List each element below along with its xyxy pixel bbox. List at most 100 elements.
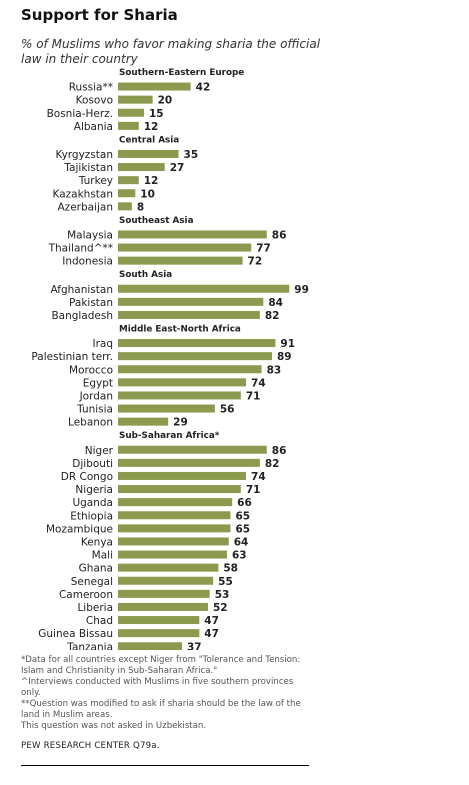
country-label: Kazakhstan <box>53 188 114 200</box>
bar <box>118 616 200 625</box>
country-label: Pakistan <box>69 297 113 309</box>
country-label: Ghana <box>79 563 113 575</box>
country-label: Bosnia-Herz. <box>47 108 113 120</box>
value-label: 12 <box>144 175 159 187</box>
country-label: Kenya <box>81 536 113 548</box>
country-label: Morocco <box>69 364 113 376</box>
bar <box>118 404 215 413</box>
bar <box>118 310 260 319</box>
country-label: Afghanistan <box>50 284 113 296</box>
value-label: 64 <box>234 536 249 548</box>
footnote: **Question was modified to ask if sharia… <box>21 699 301 720</box>
country-label: Tanzania <box>66 641 113 650</box>
value-label: 12 <box>144 121 159 133</box>
value-label: 82 <box>265 310 280 322</box>
country-label: Lebanon <box>68 417 113 429</box>
bar <box>118 445 267 454</box>
group-header: Southeast Asia <box>119 216 194 226</box>
country-label: Mali <box>92 550 113 562</box>
value-label: 42 <box>196 82 211 94</box>
bar <box>118 602 208 611</box>
footnote: ^Interviews conducted with Muslims in fi… <box>21 677 294 698</box>
bottom-rule <box>21 765 309 766</box>
bar <box>118 176 139 185</box>
value-label: 65 <box>235 510 250 522</box>
country-label: Niger <box>85 445 114 457</box>
value-label: 65 <box>235 523 250 535</box>
bar <box>118 417 169 426</box>
value-label: 27 <box>170 162 185 174</box>
value-label: 99 <box>294 284 309 296</box>
value-label: 10 <box>140 188 155 200</box>
value-label: 71 <box>246 484 261 496</box>
country-label: Chad <box>86 615 113 627</box>
value-label: 86 <box>272 445 287 457</box>
footnote: This question was not asked in Uzbekista… <box>21 721 207 731</box>
country-label: Uganda <box>72 497 113 509</box>
value-label: 55 <box>218 576 233 588</box>
group-header: South Asia <box>119 270 172 280</box>
value-label: 71 <box>246 390 261 402</box>
value-label: 52 <box>213 602 228 614</box>
bar <box>118 471 247 480</box>
country-label: Iraq <box>92 338 113 350</box>
bar <box>118 352 272 361</box>
country-label: Nigeria <box>75 484 113 496</box>
country-label: Palestinian terr. <box>31 351 113 363</box>
country-label: Indonesia <box>62 256 113 268</box>
bar <box>118 524 231 533</box>
bar <box>118 576 214 585</box>
value-label: 86 <box>272 229 287 241</box>
bar <box>118 458 260 467</box>
footnotes: *Data for all countries except Niger fro… <box>21 655 311 732</box>
group-header: Middle East-North Africa <box>119 325 241 335</box>
bar <box>118 256 243 265</box>
value-label: 8 <box>137 201 144 213</box>
bar <box>118 511 231 520</box>
country-label: Ethiopia <box>70 510 113 522</box>
bar <box>118 391 241 400</box>
bar <box>118 498 233 507</box>
value-label: 84 <box>268 297 283 309</box>
chart-title: Support for Sharia <box>21 6 178 24</box>
bar <box>118 378 247 387</box>
country-label: Turkey <box>78 175 113 187</box>
country-label: Mozambique <box>46 523 113 535</box>
value-label: 72 <box>248 256 263 268</box>
country-label: Tunisia <box>76 404 113 416</box>
bar <box>118 95 153 104</box>
value-label: 74 <box>251 377 266 389</box>
value-label: 63 <box>232 550 247 562</box>
country-label: Malaysia <box>67 229 113 241</box>
value-label: 37 <box>187 641 202 650</box>
bar <box>118 149 179 158</box>
value-label: 58 <box>223 563 238 575</box>
value-label: 56 <box>220 404 235 416</box>
value-label: 47 <box>204 628 219 640</box>
country-label: Azerbaijan <box>58 201 114 213</box>
country-label: Russia** <box>69 82 113 94</box>
value-label: 89 <box>277 351 292 363</box>
bar <box>118 108 144 117</box>
value-label: 77 <box>256 243 271 255</box>
value-label: 53 <box>215 589 230 601</box>
value-label: 47 <box>204 615 219 627</box>
country-label: DR Congo <box>61 471 113 483</box>
group-header: Sub-Saharan Africa* <box>119 431 220 441</box>
bar <box>118 121 139 130</box>
country-label: Tajikistan <box>63 162 113 174</box>
group-header: Southern-Eastern Europe <box>119 68 244 78</box>
value-label: 15 <box>149 108 164 120</box>
bar <box>118 82 191 91</box>
bar <box>118 243 252 252</box>
bar <box>118 284 290 293</box>
bar <box>118 230 267 239</box>
group-header: Central Asia <box>119 135 179 145</box>
bar <box>118 485 241 494</box>
bar <box>118 189 136 198</box>
value-label: 74 <box>251 471 266 483</box>
value-label: 91 <box>280 338 295 350</box>
country-label: Thailand^** <box>48 243 113 255</box>
chart-subtitle: % of Muslims who favor making sharia the… <box>21 37 321 66</box>
country-label: Egypt <box>83 377 113 389</box>
